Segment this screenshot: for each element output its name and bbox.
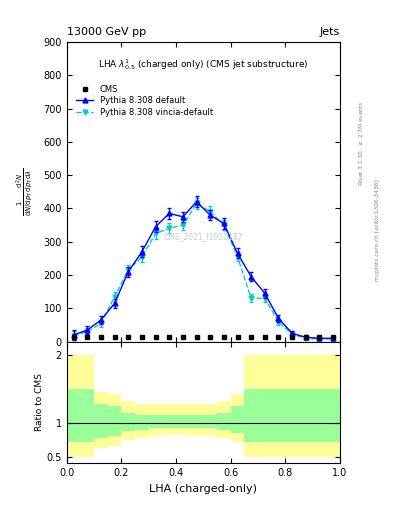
Bar: [108, 394, 121, 446]
Bar: [149, 404, 162, 436]
Bar: [81, 355, 94, 457]
Bar: [149, 415, 162, 428]
Bar: [231, 406, 244, 433]
Bar: [81, 389, 94, 442]
Bar: [94, 392, 108, 449]
Bar: [204, 415, 217, 428]
Bar: [108, 406, 121, 436]
Bar: [135, 415, 149, 430]
Bar: [162, 404, 176, 435]
Text: $\frac{1}{\mathrm{d}N/\mathrm{d}p_\mathrm{T}}\frac{\mathrm{d}^2N}{\mathrm{d}p_\m: $\frac{1}{\mathrm{d}N/\mathrm{d}p_\mathr…: [14, 168, 35, 216]
Bar: [217, 401, 231, 438]
Bar: [190, 415, 204, 428]
Text: LHA $\lambda^{1}_{0.5}$ (charged only) (CMS jet substructure): LHA $\lambda^{1}_{0.5}$ (charged only) (…: [98, 57, 309, 72]
Text: CMS_2021_I1920187: CMS_2021_I1920187: [164, 232, 243, 241]
Bar: [67, 389, 81, 442]
Bar: [176, 404, 190, 435]
Text: 13000 GeV pp: 13000 GeV pp: [67, 27, 146, 37]
Bar: [217, 413, 231, 430]
Bar: [244, 355, 340, 457]
Bar: [244, 389, 340, 442]
X-axis label: LHA (charged-only): LHA (charged-only): [149, 484, 257, 494]
Bar: [121, 401, 135, 440]
Y-axis label: Ratio to CMS: Ratio to CMS: [35, 374, 44, 432]
Bar: [162, 415, 176, 428]
Bar: [176, 415, 190, 428]
Text: Jets: Jets: [320, 27, 340, 37]
Bar: [67, 355, 81, 457]
Bar: [121, 413, 135, 431]
Bar: [231, 394, 244, 442]
Bar: [94, 404, 108, 438]
Bar: [204, 404, 217, 436]
Bar: [135, 404, 149, 438]
Text: mcplots.cern.ch [arXiv:1306.3436]: mcplots.cern.ch [arXiv:1306.3436]: [375, 180, 380, 281]
Bar: [190, 404, 204, 436]
Text: Rivet 3.1.10, $\geq$ 2.7M events: Rivet 3.1.10, $\geq$ 2.7M events: [358, 100, 365, 186]
Legend: CMS, Pythia 8.308 default, Pythia 8.308 vincia-default: CMS, Pythia 8.308 default, Pythia 8.308 …: [74, 82, 215, 119]
